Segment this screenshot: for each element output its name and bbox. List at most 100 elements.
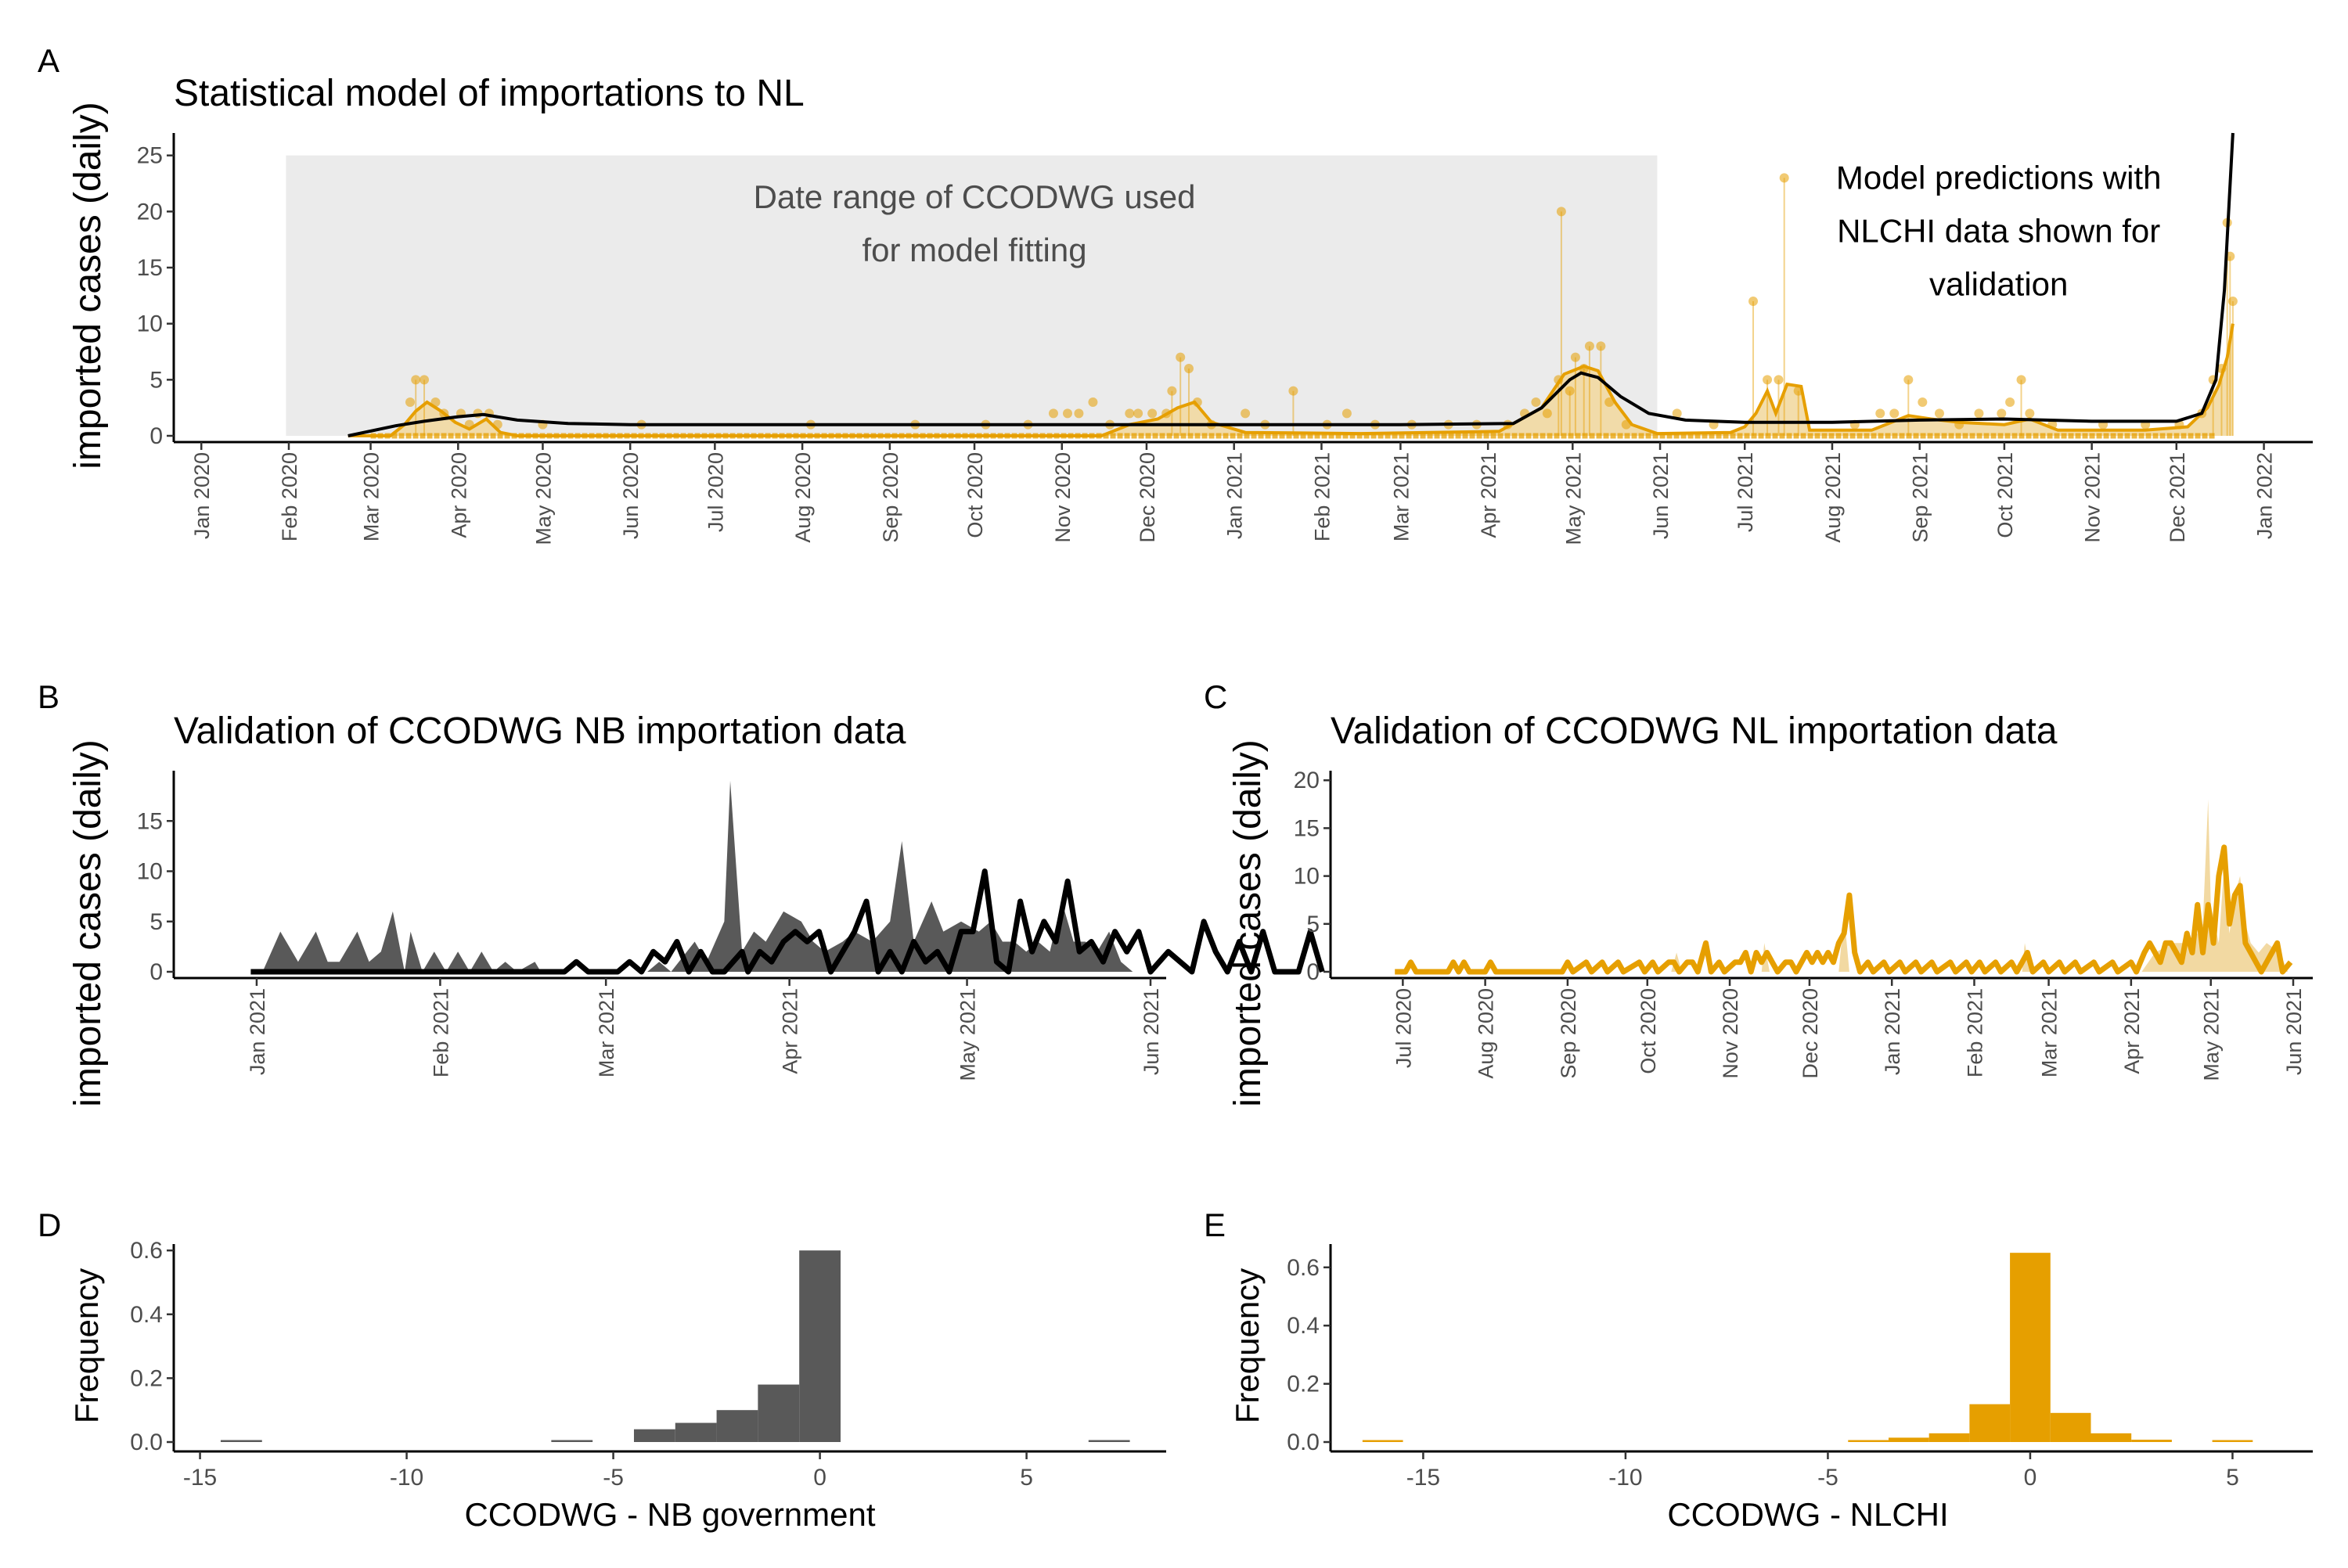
panel-a-y-tick-label: 15 bbox=[137, 255, 163, 281]
panel-e-y-tick-label: 0.4 bbox=[1287, 1313, 1320, 1339]
panel-a-annotation-2: Model predictions with bbox=[1836, 160, 2162, 196]
panel-a-x-tick-label: Jan 2021 bbox=[1223, 452, 1247, 539]
panel-c-y-tick-label: 5 bbox=[1306, 912, 1320, 937]
panel-d-x-tick-label: 5 bbox=[1020, 1465, 1033, 1491]
observed-point bbox=[2025, 408, 2035, 419]
panel-c-title: Validation of CCODWG NL importation data bbox=[1331, 710, 2058, 752]
panel-d-histogram-bar bbox=[633, 1429, 675, 1442]
observed-point bbox=[1954, 419, 1964, 430]
panel-a-title: Statistical model of importations to NL bbox=[174, 73, 805, 114]
panel-d-histogram-bar bbox=[758, 1384, 800, 1442]
observed-point bbox=[464, 419, 474, 430]
panel-b-y-tick-label: 10 bbox=[137, 859, 163, 885]
panel-e-histogram-bar bbox=[1928, 1433, 1970, 1442]
observed-point bbox=[1125, 408, 1135, 419]
observed-point bbox=[1875, 408, 1885, 419]
panel-d-y-tick-label: 0.4 bbox=[130, 1302, 163, 1328]
observed-point bbox=[439, 408, 449, 419]
panel-d-x-tick-label: 0 bbox=[813, 1465, 826, 1491]
panel-c-x-tick-label: Feb 2021 bbox=[1963, 988, 1986, 1077]
panel-b-y-axis-label: imported cases (daily) bbox=[67, 739, 109, 1107]
observed-point bbox=[420, 375, 430, 385]
panel-a-x-tick-label: Jun 2020 bbox=[619, 452, 643, 539]
panel-a-y-tick-label: 20 bbox=[137, 199, 163, 225]
panel-a-annotation-2: validation bbox=[1929, 266, 2068, 303]
panel-d-y-tick-label: 0.2 bbox=[130, 1365, 163, 1391]
panel-e-histogram-bar bbox=[2010, 1253, 2051, 1442]
panel-c-x-tick-label: Jun 2021 bbox=[2282, 988, 2306, 1075]
panel-e-x-tick-label: 5 bbox=[2226, 1465, 2239, 1491]
panel-d-x-axis-label: CCODWG - NB government bbox=[464, 1496, 875, 1533]
observed-point bbox=[1554, 375, 1564, 385]
panel-c-x-tick-label: Dec 2020 bbox=[1799, 988, 1822, 1079]
panel-e-histogram-bar bbox=[1362, 1440, 1403, 1442]
panel-d-histogram-bar bbox=[220, 1440, 262, 1442]
panel-e-x-tick-label: -10 bbox=[1608, 1465, 1642, 1491]
observed-point bbox=[405, 397, 416, 407]
panel-a-x-tick-label: Mar 2021 bbox=[1389, 452, 1413, 541]
observed-point bbox=[411, 375, 421, 385]
panel-e-histogram-bar bbox=[1848, 1440, 1889, 1442]
panel-b-x-tick-label: Feb 2021 bbox=[429, 988, 452, 1077]
panel-d-plot: 0.0 0.2 0.4 0.6 -15 -10 -5 0 5 bbox=[130, 1238, 1166, 1491]
observed-point bbox=[2227, 297, 2238, 306]
panel-b-x-tick-label: Mar 2021 bbox=[595, 988, 618, 1077]
panel-e-y-axis-label: Frequency bbox=[1229, 1268, 1266, 1423]
panel-b-reference-area bbox=[250, 780, 1133, 972]
observed-point bbox=[2047, 419, 2058, 430]
observed-point bbox=[1147, 408, 1158, 419]
observed-point bbox=[1584, 341, 1594, 351]
panel-a-x-tick-label: Mar 2020 bbox=[360, 452, 384, 541]
panel-c-y-tick-label: 15 bbox=[1294, 815, 1320, 841]
observed-point bbox=[1903, 375, 1914, 385]
panel-a-x-tick-label: Dec 2021 bbox=[2166, 452, 2189, 543]
panel-a-x-tick-label: Nov 2020 bbox=[1051, 452, 1075, 543]
panel-a-y-tick-label: 25 bbox=[137, 143, 163, 169]
panel-e-tag: E bbox=[1204, 1207, 1226, 1243]
panel-e-histogram-bar bbox=[1888, 1437, 1929, 1442]
observed-point bbox=[1748, 297, 1759, 306]
panel-e-y-tick-label: 0.0 bbox=[1287, 1430, 1320, 1455]
panel-c-x-tick-label: Jan 2021 bbox=[1881, 988, 1904, 1075]
panel-a-annotation-1: for model fitting bbox=[862, 232, 1086, 268]
panel-d-y-tick-label: 0.6 bbox=[130, 1238, 163, 1264]
panel-b-y-tick-label: 0 bbox=[149, 959, 163, 985]
panel-b-tag: B bbox=[38, 678, 59, 715]
observed-point bbox=[1184, 364, 1194, 373]
panel-a-x-tick-label: Jan 2020 bbox=[190, 452, 214, 539]
observed-point bbox=[1161, 408, 1172, 419]
observed-point bbox=[1934, 408, 1944, 419]
panel-a: A Statistical model of importations to N… bbox=[38, 42, 2313, 545]
observed-point bbox=[1774, 375, 1784, 385]
panel-d-tag: D bbox=[38, 1207, 61, 1243]
panel-a-tag: A bbox=[38, 42, 59, 79]
panel-c-ccodwg-line bbox=[1395, 844, 2293, 975]
panel-a-y-axis-label: imported cases (daily) bbox=[67, 102, 109, 469]
observed-point bbox=[1192, 397, 1202, 407]
panel-e-histogram-bar bbox=[2091, 1433, 2132, 1442]
panel-c-tag: C bbox=[1204, 678, 1227, 715]
observed-point bbox=[1531, 397, 1541, 407]
panel-c-plot: 0 5 10 15 20 Jul 2020 Aug 2020 Sep 2020 Oct 2020… bbox=[1294, 768, 2313, 1081]
observed-fill-area bbox=[348, 323, 2233, 436]
observed-point bbox=[1088, 397, 1098, 407]
observed-point bbox=[1288, 386, 1298, 396]
panel-d-histogram-bar bbox=[1088, 1440, 1130, 1442]
panel-b-title: Validation of CCODWG NB importation data bbox=[174, 710, 906, 752]
panel-a-x-tick-label: Sep 2020 bbox=[879, 452, 902, 543]
panel-c-reference-area bbox=[1395, 799, 2289, 972]
observed-point bbox=[1889, 408, 1900, 419]
panel-b-x-tick-label: Jun 2021 bbox=[1140, 988, 1163, 1075]
panel-a-x-tick-label: Jul 2020 bbox=[704, 452, 727, 532]
observed-point bbox=[430, 397, 441, 407]
panel-c-x-tick-label: Apr 2021 bbox=[2120, 988, 2144, 1074]
observed-point bbox=[1176, 352, 1186, 362]
panel-c: C Validation of CCODWG NL importation da… bbox=[1204, 678, 2313, 1107]
panel-d-y-tick-label: 0.0 bbox=[130, 1430, 163, 1455]
model-prediction-line bbox=[348, 132, 2235, 437]
observed-point bbox=[2016, 375, 2026, 385]
panel-a-x-tick-label: Dec 2020 bbox=[1136, 452, 1159, 543]
panel-a-x-tick-label: Oct 2021 bbox=[1993, 452, 2017, 538]
panel-e-histogram-bar bbox=[2131, 1440, 2172, 1442]
panel-c-x-tick-label: Oct 2020 bbox=[1637, 988, 1660, 1074]
